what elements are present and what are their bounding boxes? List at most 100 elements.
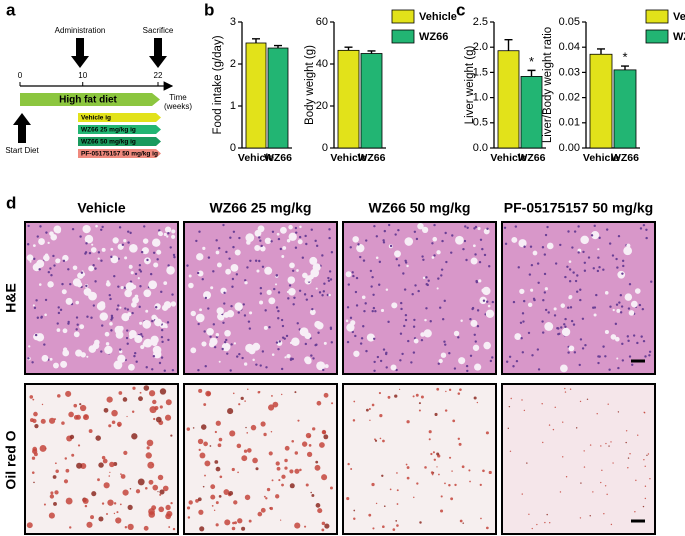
vacuole bbox=[56, 328, 61, 332]
nucleus bbox=[593, 306, 597, 309]
nucleus bbox=[118, 348, 122, 351]
lipid-droplet bbox=[433, 458, 436, 461]
nucleus bbox=[369, 269, 373, 273]
lipid-droplet bbox=[215, 466, 221, 472]
micrograph-bg bbox=[343, 222, 496, 374]
lipid-droplet bbox=[172, 527, 176, 531]
nucleus bbox=[328, 228, 331, 231]
nucleus bbox=[287, 297, 290, 300]
vacuole bbox=[151, 340, 158, 347]
lipid-droplet bbox=[252, 457, 258, 464]
lipid-droplet bbox=[317, 508, 323, 514]
y-tick-label: 2.0 bbox=[473, 41, 488, 53]
lipid-droplet bbox=[243, 449, 248, 453]
vacuole bbox=[375, 256, 379, 260]
nucleus bbox=[232, 230, 236, 233]
nucleus bbox=[640, 335, 643, 338]
lipid-droplet bbox=[405, 463, 408, 466]
nucleus bbox=[598, 236, 601, 240]
lipid-droplet bbox=[54, 462, 57, 465]
bar bbox=[613, 69, 637, 149]
lipid-droplet bbox=[98, 462, 104, 468]
lipid-droplet bbox=[459, 519, 463, 523]
vacuole bbox=[483, 341, 491, 350]
nucleus bbox=[259, 286, 263, 290]
lipid-droplet bbox=[132, 386, 136, 390]
lipid-droplet bbox=[102, 458, 108, 464]
vacuole bbox=[90, 247, 97, 253]
lipid-droplet bbox=[607, 403, 609, 405]
lipid-droplet bbox=[206, 391, 211, 396]
lipid-droplet bbox=[508, 405, 511, 408]
nucleus bbox=[444, 231, 447, 235]
vacuole bbox=[345, 271, 352, 278]
lipid-droplet bbox=[232, 392, 235, 395]
lipid-droplet bbox=[246, 432, 249, 434]
vacuole bbox=[153, 262, 159, 268]
nucleus bbox=[595, 293, 598, 297]
nucleus bbox=[521, 351, 525, 354]
nucleus bbox=[618, 301, 621, 304]
nucleus bbox=[397, 264, 401, 267]
lipid-droplet bbox=[304, 525, 307, 528]
nucleus bbox=[465, 258, 468, 262]
vacuole bbox=[634, 288, 641, 294]
nucleus bbox=[553, 314, 557, 317]
nucleus bbox=[441, 239, 444, 243]
nucleus bbox=[374, 310, 377, 313]
lipid-droplet bbox=[469, 480, 471, 483]
nucleus bbox=[438, 306, 442, 309]
vacuole bbox=[624, 293, 633, 301]
nucleus bbox=[195, 239, 198, 243]
vacuole bbox=[568, 295, 572, 300]
vacuole bbox=[264, 266, 273, 275]
nucleus bbox=[376, 355, 380, 359]
nucleus bbox=[127, 241, 130, 244]
nucleus bbox=[160, 328, 164, 332]
nucleus bbox=[328, 270, 332, 273]
nucleus bbox=[429, 320, 432, 323]
group-label: WZ66 25 mg/kg ig bbox=[81, 127, 136, 134]
legend-swatch bbox=[391, 29, 415, 44]
lipid-droplet bbox=[101, 455, 106, 460]
nucleus bbox=[57, 306, 60, 309]
nucleus bbox=[579, 298, 582, 302]
vacuole bbox=[156, 249, 162, 255]
lipid-droplet bbox=[257, 390, 261, 394]
lipid-droplet bbox=[575, 427, 578, 429]
nucleus bbox=[632, 334, 636, 337]
lipid-droplet bbox=[610, 523, 613, 526]
error-bar bbox=[344, 46, 353, 51]
micrograph-bg bbox=[184, 384, 337, 534]
vacuole bbox=[72, 265, 78, 271]
lipid-droplet bbox=[562, 456, 564, 458]
lipid-droplet bbox=[119, 503, 122, 506]
legend-label: Vehicle bbox=[673, 11, 685, 23]
y-tick-label: 0.00 bbox=[559, 142, 580, 154]
vacuole bbox=[380, 308, 385, 313]
vacuole bbox=[128, 363, 135, 371]
vacuole bbox=[53, 362, 59, 369]
nucleus bbox=[225, 338, 228, 342]
lipid-droplet bbox=[103, 482, 110, 489]
nucleus bbox=[235, 273, 239, 276]
nucleus bbox=[123, 286, 127, 289]
nucleus bbox=[310, 228, 313, 231]
nucleus bbox=[378, 283, 381, 286]
lipid-droplet bbox=[554, 406, 556, 409]
vacuole bbox=[139, 321, 143, 325]
nucleus bbox=[75, 328, 78, 331]
nucleus bbox=[243, 314, 247, 317]
lipid-droplet bbox=[152, 399, 157, 405]
nucleus bbox=[523, 245, 526, 248]
vacuole bbox=[309, 256, 318, 265]
x-tick-label: WZ66 bbox=[357, 152, 385, 164]
nucleus bbox=[563, 323, 566, 326]
lipid-droplet bbox=[170, 501, 173, 505]
nucleus bbox=[567, 351, 570, 354]
vacuole bbox=[470, 319, 478, 327]
nucleus bbox=[475, 279, 478, 283]
nucleus bbox=[277, 237, 281, 241]
legend-label: WZ66 bbox=[419, 31, 448, 43]
vacuole bbox=[309, 309, 316, 316]
